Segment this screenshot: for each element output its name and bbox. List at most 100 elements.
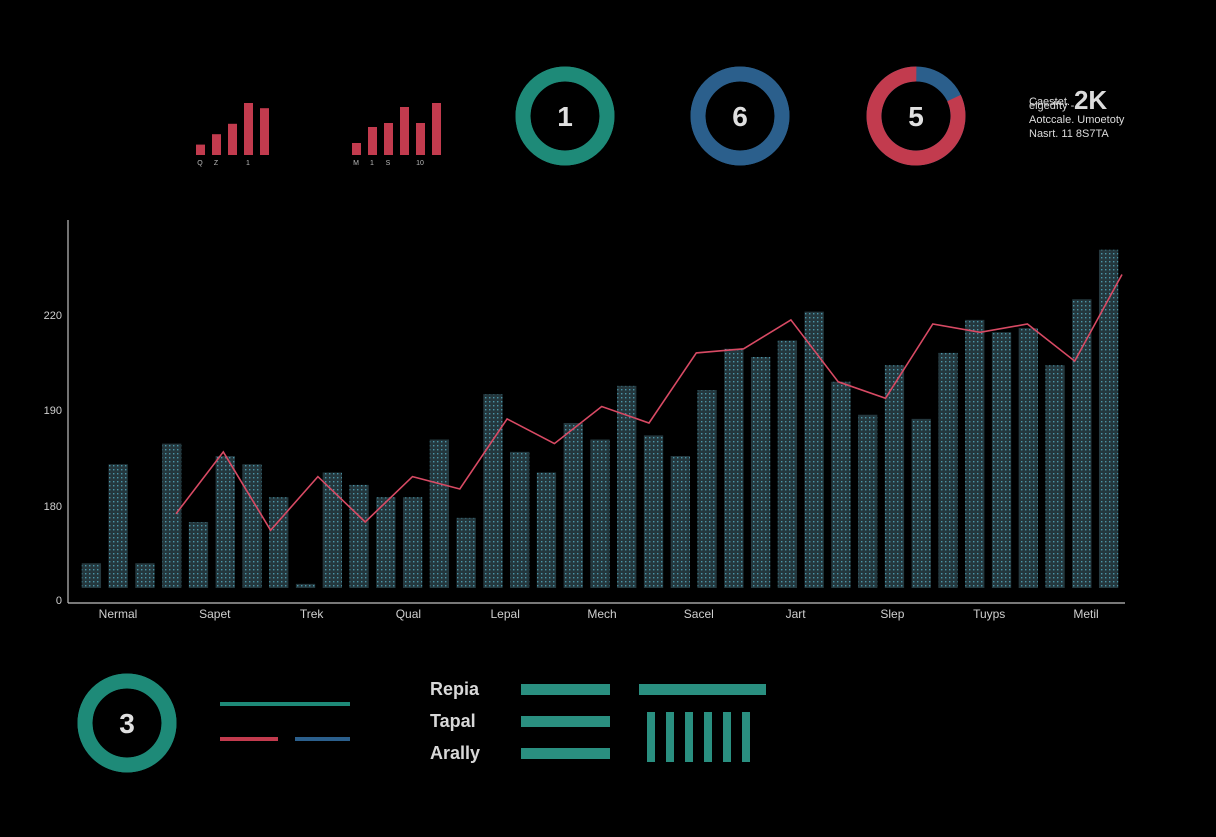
bar: [322, 472, 342, 588]
legend-stripe: [647, 712, 655, 762]
donut-3: 5: [866, 66, 966, 166]
bar: [590, 439, 610, 588]
donut-label: 6: [732, 101, 748, 132]
stats-line-3: Aotccale. Umoetoty: [1029, 114, 1125, 126]
bar: [536, 472, 557, 588]
mini-tick-label: Z: [214, 160, 219, 167]
stats-line-2: elgedfty -: [1029, 100, 1075, 112]
bar: [724, 348, 744, 588]
y-tick-label: 0: [56, 595, 62, 607]
mini-tick-label: 1: [246, 160, 250, 167]
bar: [188, 522, 209, 588]
legend-label-1: Repia: [430, 679, 480, 699]
donut-ring-value: [515, 66, 615, 166]
stats-line-4: Nasrt. 11 8S7TA: [1029, 128, 1109, 140]
donut-widgets: 1 6 53: [77, 66, 966, 773]
swatch-red-line: [220, 737, 278, 741]
y-tick-label: 180: [44, 501, 62, 513]
mini-bar: [432, 103, 441, 155]
legend-wide-bar: [639, 684, 766, 695]
x-tick-label: Slep: [880, 607, 904, 621]
donut-label: 5: [908, 101, 924, 132]
mini-bar: [212, 134, 221, 155]
mini-bar: [368, 127, 377, 155]
bar: [135, 563, 155, 588]
bar: [1072, 299, 1092, 588]
bar: [242, 464, 262, 588]
bar: [563, 423, 583, 588]
bar: [777, 340, 798, 588]
bar: [670, 456, 690, 588]
x-tick-label: Qual: [396, 607, 421, 621]
bar: [1045, 365, 1065, 588]
mini-bar: [196, 144, 205, 155]
bar: [858, 414, 878, 588]
mini-tick-label: Q: [197, 160, 203, 167]
bar: [991, 332, 1012, 588]
mini-tick-label: 10: [416, 160, 424, 167]
x-tick-label: Lepal: [491, 607, 520, 621]
bar: [376, 497, 396, 588]
bar: [81, 563, 102, 588]
bar: [162, 443, 182, 588]
x-tick-label: Jart: [786, 607, 807, 621]
bar: [510, 451, 530, 588]
mini-bar: [400, 107, 409, 155]
bar: [617, 385, 637, 588]
bar: [1098, 249, 1119, 588]
x-tick-label: Nermal: [99, 607, 138, 621]
bar: [429, 439, 450, 588]
legend-swatches: [220, 702, 350, 741]
swatch-teal-line: [220, 702, 350, 706]
mini-bar: [384, 123, 393, 155]
bar: [750, 357, 771, 588]
trend-line: [175, 274, 1123, 532]
x-tick-label: Sacel: [684, 607, 714, 621]
bar: [884, 365, 905, 588]
legend-list: Repia Tapal Arally: [430, 679, 766, 763]
y-tick-labels: 0 180 190 220: [44, 310, 62, 607]
x-tick-label: Metil: [1073, 607, 1098, 621]
bar: [831, 381, 851, 588]
legend-stripe: [685, 712, 693, 762]
mini-tick-label: 1: [370, 160, 374, 167]
donut-label: 3: [119, 708, 135, 739]
mini-tick-label: S: [386, 160, 391, 167]
bar: [402, 497, 423, 588]
x-tick-label: Sapet: [199, 607, 231, 621]
donut-ring-value: [690, 66, 790, 166]
bar: [456, 517, 476, 588]
bar: [643, 435, 664, 588]
swatch-blue-line: [295, 737, 350, 741]
x-tick-label: Mech: [587, 607, 616, 621]
bar: [295, 583, 316, 588]
stats-big-value: 2K: [1073, 85, 1108, 115]
donut-label: 1: [557, 101, 573, 132]
bar: [697, 390, 717, 588]
mini-chart-1: Q Z 1: [196, 103, 269, 167]
mini-bar: [244, 103, 253, 155]
mini-bar: [416, 123, 425, 155]
x-tick-labels: Nermal Sapet Trek Qual Lepal Mech Sacel Jart Sle…: [99, 607, 1099, 621]
x-tick-label: Tuyps: [973, 607, 1005, 621]
legend-stripe-bars: [647, 712, 750, 762]
mini-bar: [228, 123, 237, 155]
bar: [108, 464, 128, 588]
donut-2: 6: [690, 66, 790, 166]
legend-bar-1: [521, 684, 610, 695]
legend-label-3: Arally: [430, 743, 480, 763]
donut-4: 3: [77, 673, 177, 773]
bar: [349, 484, 369, 588]
mini-chart-2: M 1 S 10: [352, 103, 441, 167]
bar: [804, 311, 824, 588]
legend-stripe: [742, 712, 750, 762]
mini-bar: [352, 143, 361, 155]
mini-bar: [260, 108, 269, 155]
bar: [965, 319, 985, 588]
mini-bar-charts: Q Z 1 M 1 S 10: [196, 103, 441, 167]
legend-label-2: Tapal: [430, 711, 476, 731]
bar: [215, 456, 235, 588]
mini-tick-label: M: [353, 160, 359, 167]
bar: [483, 394, 503, 588]
